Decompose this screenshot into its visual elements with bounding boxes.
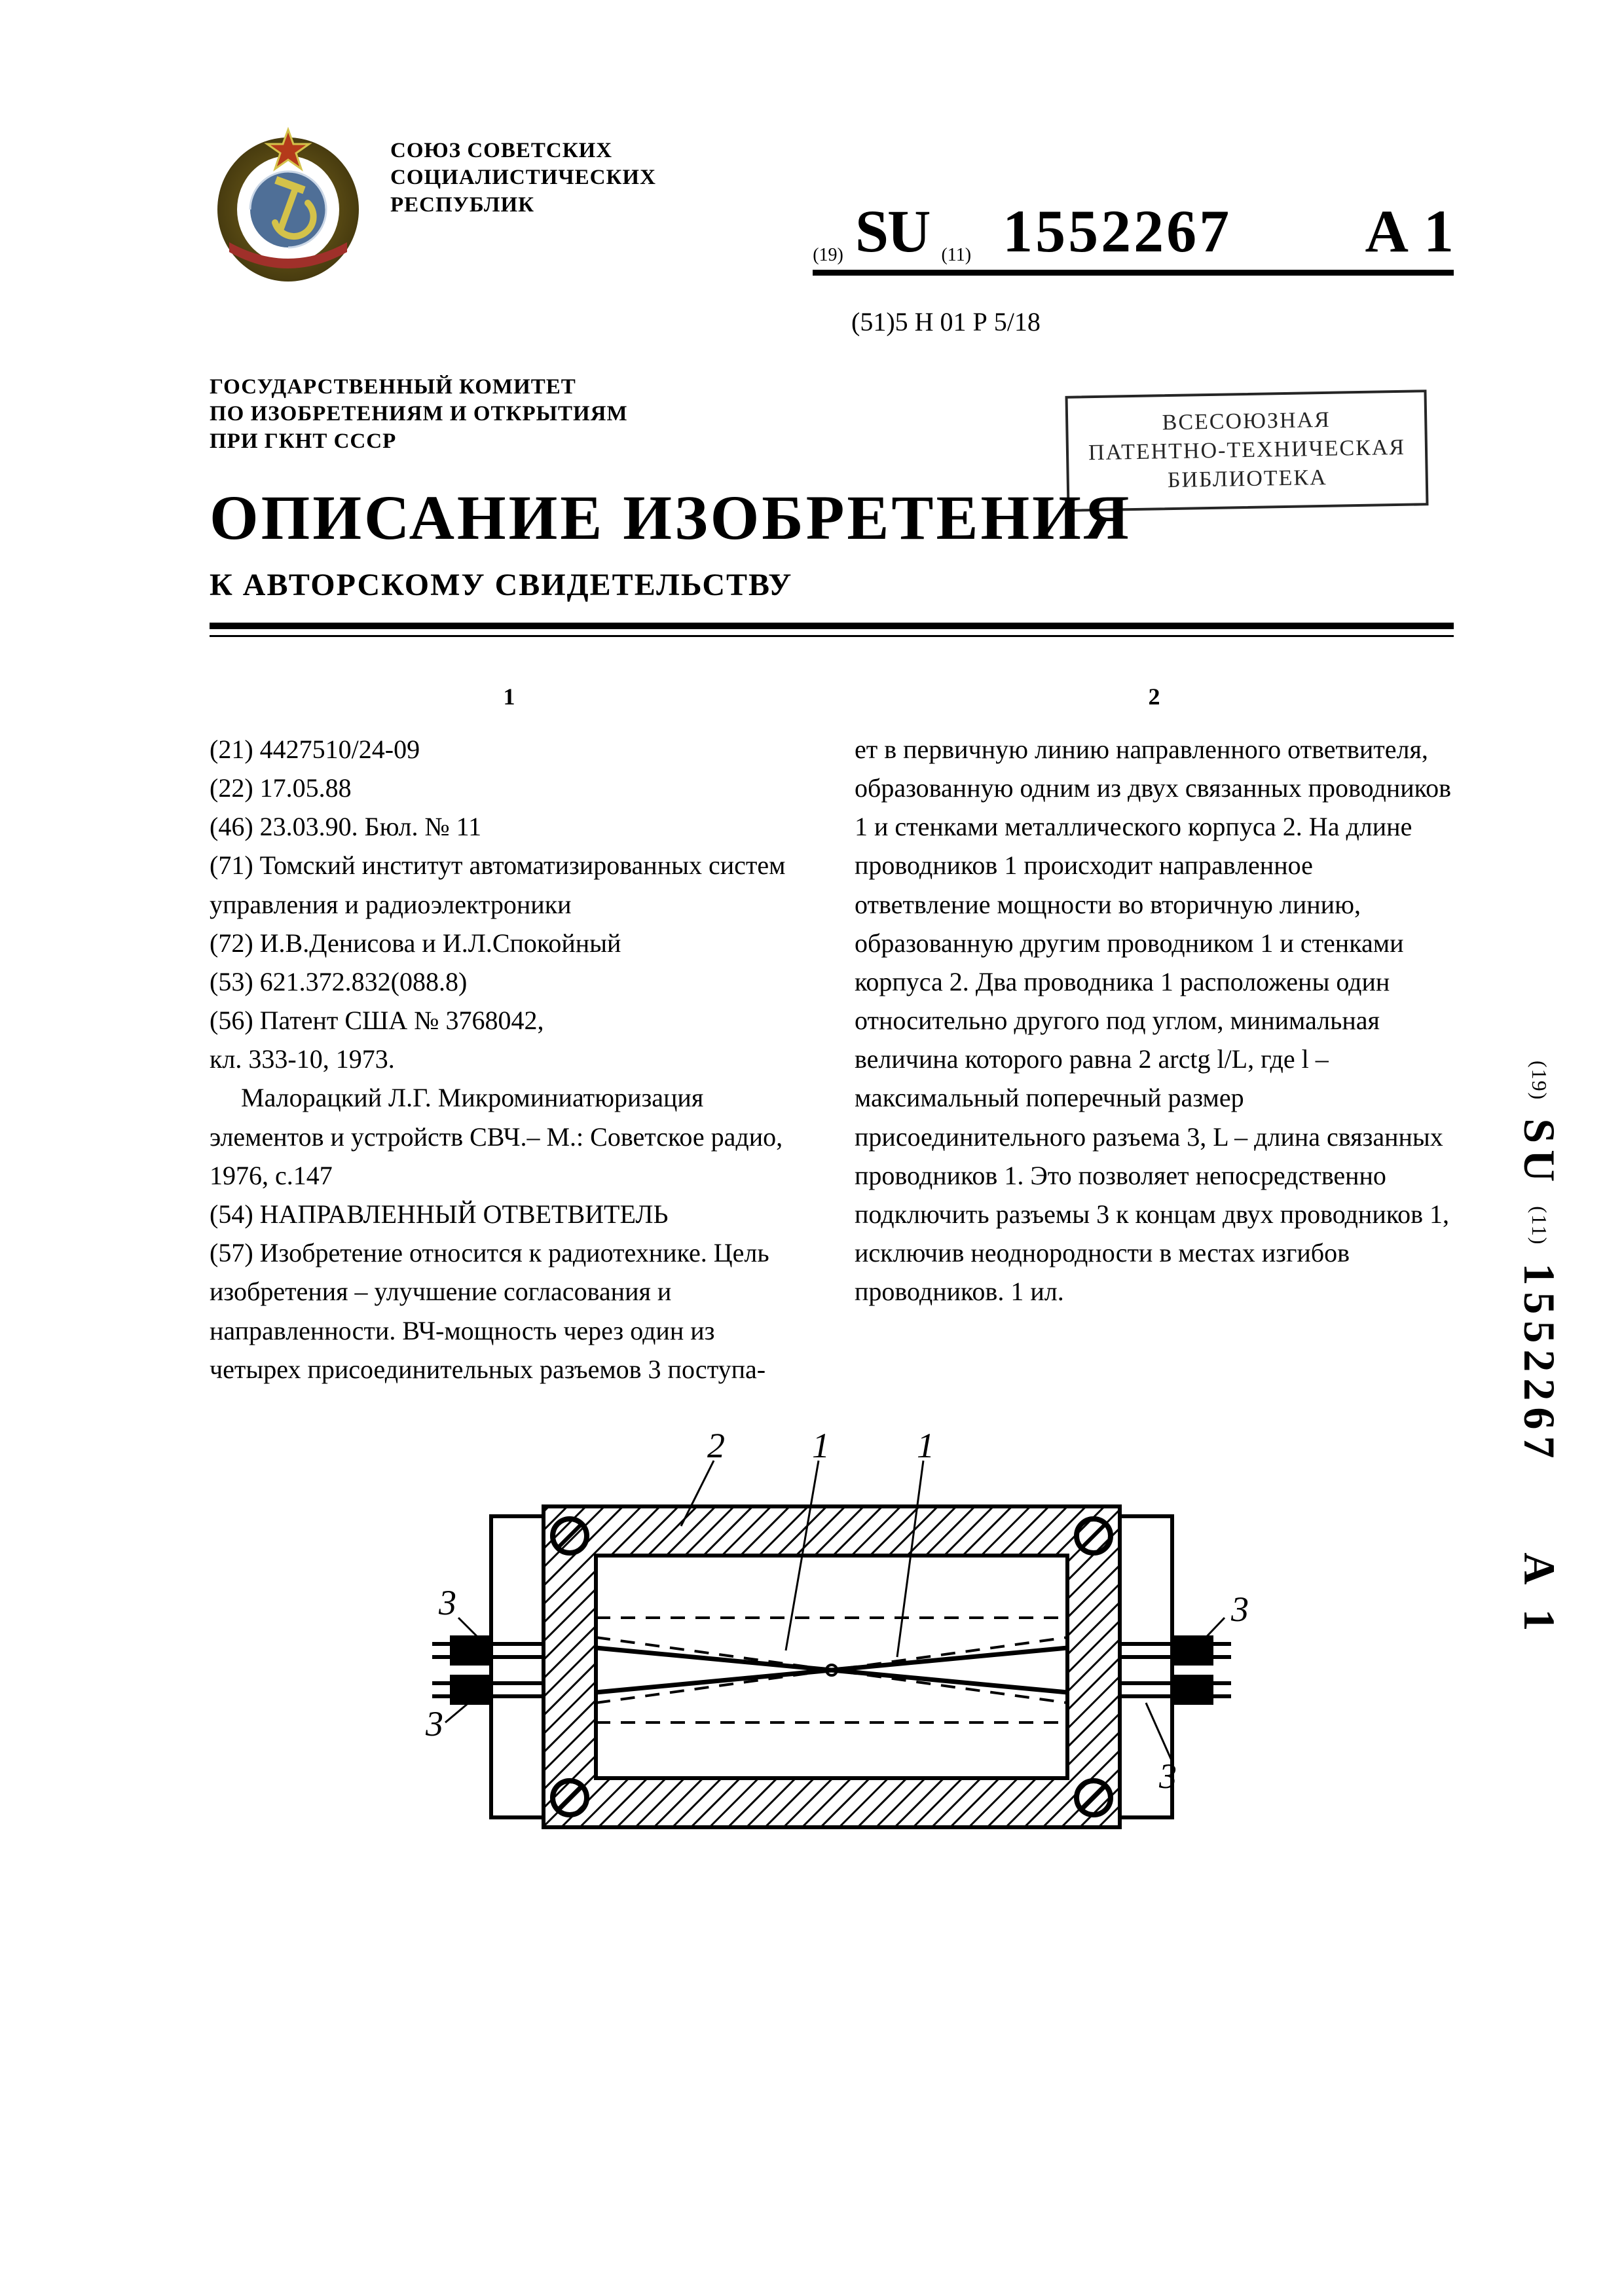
biblio-reference: Малорацкий Л.Г. Микроминиатюризация элем… — [210, 1078, 809, 1195]
spine-number: (19) SU (11) 1552267 А 1 — [1513, 1061, 1565, 1637]
publication-number: (19) SU (11) 1552267 А 1 — [813, 196, 1454, 276]
column-number-1: 1 — [210, 683, 809, 710]
figure-callout-3b: 3 — [425, 1704, 443, 1743]
spine-doc-number: 1552267 — [1515, 1263, 1564, 1465]
issuer-line-3: РЕСПУБЛИК — [390, 192, 656, 219]
ussr-emblem-icon — [210, 118, 367, 288]
bibliographic-block: (21) 4427510/24-09 (22) 17.05.88 (46) 23… — [210, 730, 809, 1389]
document-subtitle: К АВТОРСКОМУ СВИДЕТЕЛЬСТВУ — [210, 567, 1454, 603]
library-stamp: ВСЕСОЮЗНАЯ ПАТЕНТНО-ТЕХНИЧЕСКАЯ БИБЛИОТЕ… — [1065, 390, 1428, 511]
abstract-text: ет в первичную линию направленного ответ… — [855, 730, 1454, 1311]
figure: 2 1 1 3 3 3 3 — [210, 1421, 1454, 1906]
spine-code-11: (11) — [1528, 1206, 1551, 1245]
biblio-46: (46) 23.03.90. Бюл. № 11 — [210, 807, 809, 846]
code-11: (11) — [941, 245, 971, 266]
issuer-line-1: СОЮЗ СОВЕТСКИХ — [390, 137, 656, 164]
column-1: 1 (21) 4427510/24-09 (22) 17.05.88 (46) … — [210, 683, 809, 1389]
header: СОЮЗ СОВЕТСКИХ СОЦИАЛИСТИЧЕСКИХ РЕСПУБЛИ… — [210, 118, 1454, 288]
biblio-21: (21) 4427510/24-09 — [210, 730, 809, 769]
biblio-53: (53) 621.372.832(088.8) — [210, 962, 809, 1001]
biblio-54: (54) НАПРАВЛЕННЫЙ ОТВЕТВИТЕЛЬ — [210, 1195, 809, 1233]
column-number-2: 2 — [855, 683, 1454, 710]
emblem-block: СОЮЗ СОВЕТСКИХ СОЦИАЛИСТИЧЕСКИХ РЕСПУБЛИ… — [210, 118, 813, 288]
stamp-line-3: БИБЛИОТЕКА — [1088, 462, 1406, 497]
issuer-name: СОЮЗ СОВЕТСКИХ СОЦИАЛИСТИЧЕСКИХ РЕСПУБЛИ… — [390, 137, 656, 219]
biblio-22: (22) 17.05.88 — [210, 769, 809, 807]
ipc-classification: (51)5 Н 01 Р 5/18 — [851, 306, 1454, 337]
spine-code-19: (19) — [1528, 1061, 1551, 1101]
issuer-line-2: СОЦИАЛИСТИЧЕСКИХ — [390, 164, 656, 191]
country-code: SU — [855, 196, 930, 266]
kind-code: А 1 — [1365, 196, 1454, 266]
spine-country: SU — [1515, 1118, 1564, 1188]
figure-callout-3a: 3 — [438, 1583, 456, 1622]
spine-kind: А 1 — [1515, 1552, 1564, 1637]
coupler-drawing: 2 1 1 3 3 3 3 — [373, 1421, 1290, 1906]
stamp-line-2: ПАТЕНТНО-ТЕХНИЧЕСКАЯ — [1088, 433, 1406, 468]
biblio-57: (57) Изобретение относится к радиотехник… — [210, 1233, 809, 1389]
biblio-56a: (56) Патент США № 3768042, — [210, 1001, 809, 1040]
biblio-56b: кл. 333-10, 1973. — [210, 1040, 809, 1078]
body-columns: 1 (21) 4427510/24-09 (22) 17.05.88 (46) … — [210, 683, 1454, 1389]
biblio-71: (71) Томский институт автоматизированных… — [210, 846, 809, 923]
figure-callout-2: 2 — [707, 1426, 725, 1465]
abstract-block: ет в первичную линию направленного ответ… — [855, 730, 1454, 1311]
figure-callout-1b: 1 — [917, 1426, 934, 1465]
page: СОЮЗ СОВЕТСКИХ СОЦИАЛИСТИЧЕСКИХ РЕСПУБЛИ… — [0, 0, 1624, 2296]
column-2: 2 ет в первичную линию направленного отв… — [855, 683, 1454, 1389]
figure-callout-3c: 3 — [1230, 1590, 1249, 1629]
biblio-72: (72) И.В.Денисова и И.Л.Спокойный — [210, 924, 809, 962]
figure-callout-1a: 1 — [812, 1426, 830, 1465]
figure-callout-3d: 3 — [1158, 1757, 1177, 1796]
code-19: (19) — [813, 245, 843, 266]
divider-double-rule — [210, 623, 1454, 637]
document-number: 1552267 — [1003, 196, 1232, 266]
